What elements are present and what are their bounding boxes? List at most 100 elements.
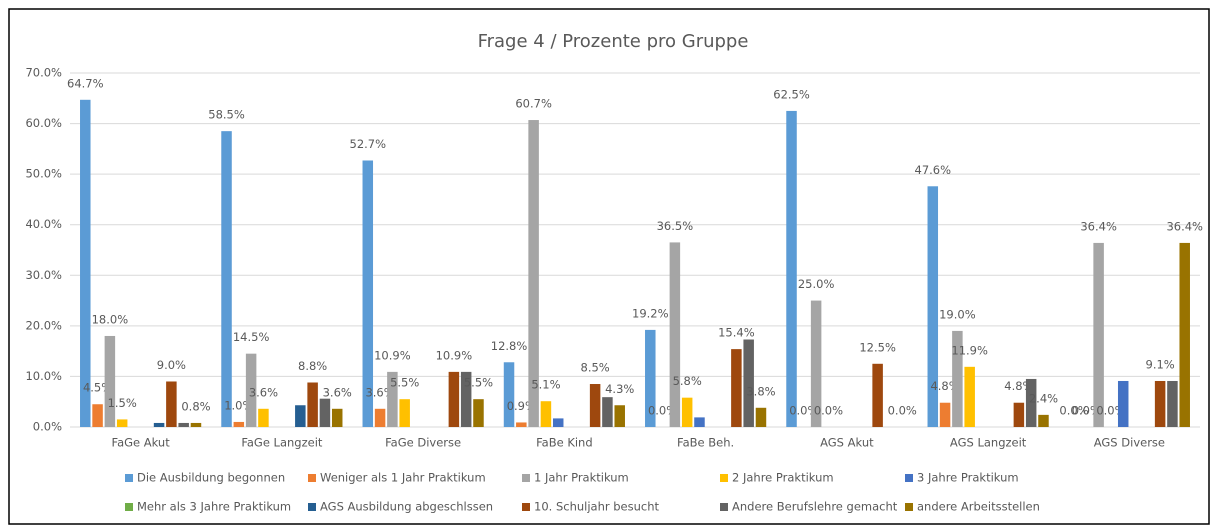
bar — [331, 408, 343, 427]
legend-swatch — [125, 503, 133, 511]
legend-swatch — [308, 503, 316, 511]
bar — [307, 382, 318, 427]
legend-swatch — [720, 503, 728, 511]
data-label: 4.3% — [605, 382, 634, 396]
data-label: 5.5% — [390, 376, 419, 390]
bar — [694, 417, 705, 427]
y-tick-label: 0.0% — [33, 420, 62, 434]
data-label: 47.6% — [915, 163, 952, 177]
x-tick-label: FaBe Kind — [536, 436, 593, 450]
bar — [614, 405, 625, 427]
bar — [927, 186, 939, 427]
bar — [1013, 402, 1025, 427]
bar — [190, 422, 202, 427]
bar — [645, 329, 656, 427]
y-tick-label: 40.0% — [25, 217, 62, 231]
bar — [374, 408, 386, 427]
bar — [602, 397, 613, 427]
bar — [743, 339, 754, 427]
data-label: 0.0% — [1059, 404, 1088, 418]
bar — [295, 405, 306, 427]
bar — [516, 422, 527, 427]
bar — [540, 401, 552, 427]
data-label: 0.8% — [181, 399, 210, 413]
data-label: 5.5% — [464, 376, 493, 390]
bar — [362, 160, 374, 427]
data-label: 3.6% — [249, 385, 278, 399]
bar — [221, 131, 232, 427]
data-label: 25.0% — [798, 277, 835, 291]
bar — [258, 408, 269, 427]
bar — [245, 353, 257, 427]
data-label: 11.9% — [951, 343, 988, 357]
x-tick-label: FaBe Beh. — [677, 436, 734, 450]
bar — [810, 300, 822, 427]
bar — [460, 371, 472, 427]
y-tick-label: 70.0% — [25, 66, 62, 80]
bar — [939, 402, 951, 427]
bar — [552, 418, 564, 427]
bar — [731, 349, 742, 427]
legend-swatch — [905, 474, 913, 482]
y-tick-label: 50.0% — [25, 167, 62, 181]
bar — [786, 110, 797, 427]
bar — [669, 242, 681, 427]
legend-label: Mehr als 3 Jahre Praktikum — [137, 500, 291, 514]
legend-swatch — [720, 474, 728, 482]
bar — [589, 384, 601, 427]
chart-frame — [8, 8, 1210, 525]
data-label: 36.4% — [1166, 219, 1203, 233]
x-tick-label: AGS Akut — [820, 436, 874, 450]
legend-label: 10. Schuljahr besucht — [534, 500, 660, 514]
bar — [80, 99, 91, 427]
legend-label: 3 Jahre Praktikum — [917, 471, 1019, 485]
data-label: 3.8% — [746, 384, 775, 398]
data-label: 14.5% — [233, 330, 270, 344]
bar — [233, 421, 245, 427]
y-tick-label: 10.0% — [25, 369, 62, 383]
data-label: 0.0% — [814, 404, 843, 418]
bar — [681, 397, 693, 427]
bar — [755, 407, 767, 427]
bar — [1167, 380, 1178, 427]
x-tick-label: FaGe Akut — [112, 436, 171, 450]
bar — [1179, 242, 1190, 427]
legend-swatch — [905, 503, 913, 511]
bar — [503, 362, 515, 427]
data-label: 12.5% — [859, 340, 896, 354]
legend-label: 2 Jahre Praktikum — [732, 471, 834, 485]
bar — [319, 398, 331, 427]
legend-swatch — [308, 474, 316, 482]
bar — [1093, 242, 1104, 427]
chart-title: Frage 4 / Prozente pro Gruppe — [478, 31, 749, 52]
x-tick-label: FaGe Langzeit — [241, 436, 323, 450]
bar — [92, 404, 103, 427]
data-label: 9.0% — [157, 358, 186, 372]
data-label: 36.5% — [657, 219, 694, 233]
legend-swatch — [522, 474, 530, 482]
legend-label: andere Arbeitsstellen — [917, 500, 1040, 514]
data-label: 52.7% — [350, 137, 387, 151]
legend-swatch — [522, 503, 530, 511]
data-label: 19.0% — [939, 307, 976, 321]
data-label: 3.6% — [323, 385, 352, 399]
bar — [528, 120, 539, 427]
bar — [473, 399, 484, 427]
data-label: 1.5% — [108, 396, 137, 410]
data-label: 5.1% — [531, 378, 560, 392]
bar — [952, 330, 963, 427]
legend-label: Die Ausbildung begonnen — [137, 471, 285, 485]
bar — [448, 371, 460, 427]
x-tick-label: AGS Diverse — [1094, 436, 1165, 450]
y-tick-label: 20.0% — [25, 318, 62, 332]
data-label: 5.8% — [673, 374, 702, 388]
legend-label: AGS Ausbildung abgeschlssen — [320, 500, 493, 514]
data-label: 10.9% — [436, 348, 473, 362]
data-label: 8.5% — [581, 361, 610, 375]
data-label: 15.4% — [718, 326, 755, 340]
bar — [1038, 414, 1049, 427]
legend-label: Andere Berufslehre gemacht — [732, 500, 898, 514]
bar — [872, 363, 883, 427]
bar — [104, 335, 116, 427]
data-label: 36.4% — [1080, 219, 1117, 233]
